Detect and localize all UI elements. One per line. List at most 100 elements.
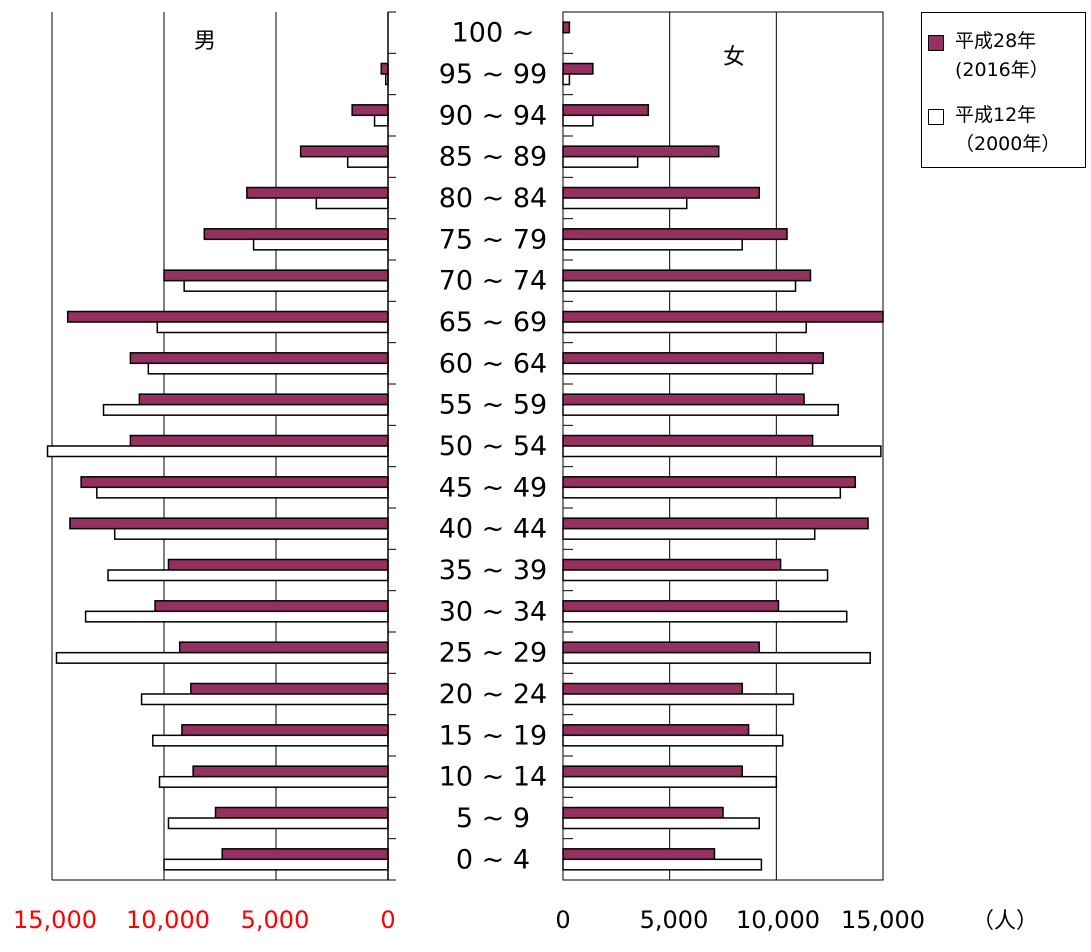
age-group-labels: 0 ~ 4 5 ~ 9 10 ~ 14 15 ~ 19 20 ~ 24 25 ~ 29 30… (439, 18, 548, 876)
age-label-10: 50 ~ 54 (439, 431, 548, 462)
male-bar-2000-5 (55, 651, 389, 664)
age-label-18: 90 ~ 94 (439, 100, 548, 131)
female-bar-2000-6 (562, 610, 848, 623)
male-bar-2016-8 (69, 517, 389, 530)
age-label-12: 60 ~ 64 (439, 348, 548, 379)
female-bar-2000-16 (562, 197, 688, 210)
age-label-5: 25 ~ 29 (439, 638, 548, 669)
male-bar-2016-18 (351, 104, 389, 117)
female-bar-2016-12 (562, 352, 825, 365)
female-bar-2016-19 (562, 62, 594, 75)
male-bar-2000-8 (113, 527, 389, 540)
female-bar-2016-4 (562, 682, 743, 695)
age-label-7: 35 ~ 39 (439, 555, 548, 586)
female-bars (562, 21, 884, 871)
male-bar-2000-13 (156, 321, 389, 334)
age-label-4: 20 ~ 24 (439, 679, 548, 710)
female-bar-2016-8 (562, 517, 869, 530)
female-tick-label-3: 15,000 (841, 906, 925, 934)
male-bar-2016-9 (80, 476, 389, 489)
male-bar-2016-19 (380, 62, 389, 75)
female-bar-2016-9 (562, 476, 857, 489)
male-bar-2000-16 (315, 197, 389, 210)
female-bar-2016-7 (562, 558, 782, 571)
male-bar-2000-9 (96, 486, 389, 499)
male-bar-2000-2 (158, 775, 389, 788)
male-bar-2000-6 (84, 610, 389, 623)
age-label-13: 65 ~ 69 (439, 307, 548, 338)
male-bar-2000-11 (102, 403, 389, 416)
male-bar-2016-10 (129, 434, 389, 447)
legend-label-2000-line1: 平成12年 (955, 104, 1037, 126)
male-bar-2016-16 (246, 186, 389, 199)
age-label-9: 45 ~ 49 (439, 472, 548, 503)
male-panel-label: 男 (194, 29, 216, 54)
age-label-8: 40 ~ 44 (439, 514, 548, 545)
female-bar-2000-0 (562, 858, 763, 871)
female-bar-2000-10 (562, 445, 882, 458)
female-bar-2016-6 (562, 600, 780, 613)
x-tick-labels: 15,000 10,000 5,000 0 0 5,000 10,000 15,000 (13, 906, 925, 934)
chart-legend: 平成28年 (2016年） 平成12年 （2000年） (921, 12, 1086, 168)
female-bar-2000-11 (562, 403, 839, 416)
male-bar-2000-15 (252, 238, 389, 251)
age-label-17: 85 ~ 89 (439, 142, 548, 173)
male-bar-2016-7 (167, 558, 389, 571)
age-label-6: 30 ~ 34 (439, 596, 548, 627)
age-label-2: 10 ~ 14 (439, 762, 548, 793)
age-label-19: 95 ~ 99 (439, 59, 548, 90)
male-bar-2016-14 (163, 269, 389, 282)
age-label-16: 80 ~ 84 (439, 183, 548, 214)
female-bar-2000-13 (562, 321, 807, 334)
female-bar-2016-3 (562, 724, 750, 737)
age-label-3: 15 ~ 19 (439, 720, 548, 751)
male-bar-2016-1 (214, 806, 389, 819)
female-bar-2000-5 (562, 651, 871, 664)
female-bar-2016-0 (562, 848, 716, 861)
chart-axes (52, 11, 884, 881)
female-bar-2000-14 (562, 279, 797, 292)
male-bar-2016-13 (66, 310, 389, 323)
male-bar-2000-14 (183, 279, 389, 292)
female-bar-2000-19 (562, 73, 571, 86)
male-bar-2000-0 (163, 858, 389, 871)
male-bar-2016-11 (138, 393, 389, 406)
female-bar-2016-14 (562, 269, 812, 282)
male-bars (46, 62, 389, 871)
female-bar-2000-9 (562, 486, 842, 499)
male-tick-label-3: 0 (380, 906, 395, 934)
female-tick-label-2: 10,000 (736, 906, 820, 934)
male-bar-2016-5 (178, 641, 389, 654)
legend-swatch-2000 (928, 109, 944, 125)
female-bar-2016-11 (562, 393, 805, 406)
male-bar-2000-7 (107, 569, 389, 582)
male-tick-label-0: 15,000 (13, 906, 97, 934)
female-bar-2000-12 (562, 362, 814, 375)
female-bar-2000-1 (562, 817, 761, 830)
female-bar-2016-15 (562, 228, 788, 241)
female-bar-2000-15 (562, 238, 743, 251)
legend-label-2016-line2: (2016年） (955, 59, 1049, 81)
female-bar-2000-17 (562, 155, 639, 168)
male-bar-2016-15 (203, 228, 389, 241)
female-tick-label-0: 0 (555, 906, 570, 934)
female-bar-2016-1 (562, 806, 724, 819)
male-tick-label-2: 5,000 (241, 906, 310, 934)
male-bar-2016-0 (221, 848, 389, 861)
male-tick-label-1: 10,000 (126, 906, 210, 934)
male-bar-2000-10 (46, 445, 389, 458)
male-bar-2000-12 (147, 362, 389, 375)
female-bar-2000-3 (562, 734, 784, 747)
age-label-1: 5 ~ 9 (456, 803, 530, 834)
female-panel-label: 女 (723, 45, 745, 70)
female-bar-2016-16 (562, 186, 761, 199)
male-bar-2000-4 (140, 693, 389, 706)
male-bar-2016-4 (190, 682, 389, 695)
legend-label-2000-line2: （2000年） (955, 133, 1061, 155)
female-bar-2000-7 (562, 569, 829, 582)
male-bar-2016-2 (192, 765, 389, 778)
legend-label-2016-line1: 平成28年 (955, 30, 1037, 52)
age-label-14: 70 ~ 74 (439, 266, 548, 297)
male-bar-2016-6 (154, 600, 389, 613)
